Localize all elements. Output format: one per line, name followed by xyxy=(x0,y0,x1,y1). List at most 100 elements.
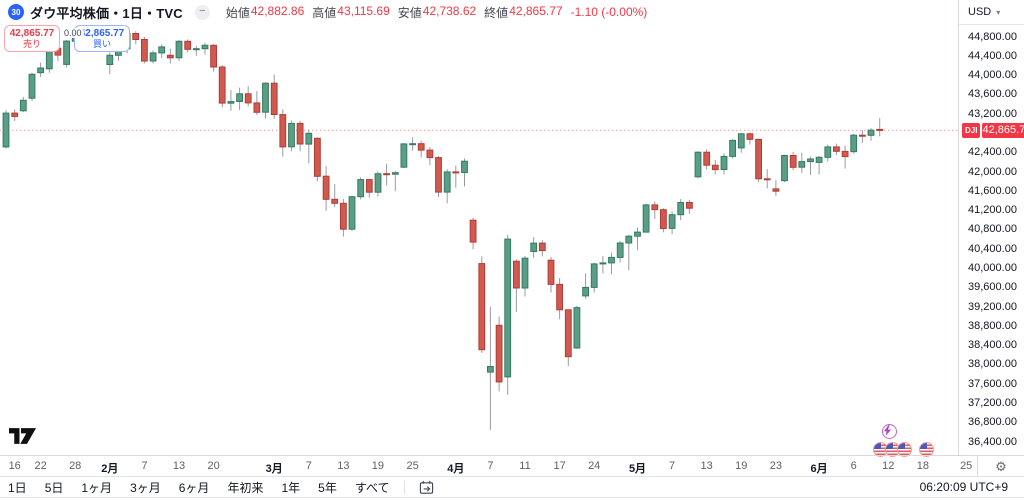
candle[interactable] xyxy=(876,118,884,137)
candle[interactable] xyxy=(314,137,321,182)
candle[interactable] xyxy=(772,180,780,197)
candle[interactable] xyxy=(720,153,728,175)
candle[interactable] xyxy=(305,129,313,164)
candle[interactable] xyxy=(374,171,382,197)
candle[interactable] xyxy=(859,130,866,144)
candle[interactable] xyxy=(296,120,304,152)
candle[interactable] xyxy=(755,138,763,183)
candle[interactable] xyxy=(2,110,10,149)
candle[interactable] xyxy=(850,133,858,154)
candle[interactable] xyxy=(504,234,512,395)
candle[interactable] xyxy=(867,128,875,141)
candle[interactable] xyxy=(469,217,477,250)
candle[interactable] xyxy=(417,140,425,158)
candle[interactable] xyxy=(815,156,823,175)
us-flag-icon[interactable] xyxy=(897,442,912,457)
us-flag-icon[interactable] xyxy=(919,442,934,457)
candle[interactable] xyxy=(660,208,667,233)
range-button-6ヶ月[interactable]: 6ヶ月 xyxy=(178,480,210,495)
candle[interactable] xyxy=(227,90,235,111)
candle[interactable] xyxy=(331,184,339,208)
candle[interactable] xyxy=(582,273,590,299)
currency-dropdown[interactable]: USD ▾ xyxy=(959,0,1024,25)
candle[interactable] xyxy=(426,146,434,166)
candle[interactable] xyxy=(192,45,200,56)
candle[interactable] xyxy=(383,163,391,186)
candle[interactable] xyxy=(781,154,788,183)
candle[interactable] xyxy=(478,256,486,353)
candle[interactable] xyxy=(452,165,460,188)
candle[interactable] xyxy=(218,65,226,108)
candle[interactable] xyxy=(625,234,633,271)
range-button-5日[interactable]: 5日 xyxy=(44,480,64,495)
candle[interactable] xyxy=(166,48,174,64)
candle[interactable] xyxy=(841,145,849,169)
candle[interactable] xyxy=(711,159,719,175)
price-axis[interactable]: USD ▾ 44,800.00 44,400.00 44,000.00 43,600.… xyxy=(958,0,1024,455)
candle[interactable] xyxy=(175,39,183,62)
candle[interactable] xyxy=(270,74,278,119)
range-button-1日[interactable]: 1日 xyxy=(8,480,27,495)
candle[interactable] xyxy=(141,37,148,64)
candle[interactable] xyxy=(11,109,19,121)
time-axis[interactable]: 16 22 28 2月 7 13 20 3月 7 13 19 25 4月 7 11 17 24 5月 7 13 19 23… xyxy=(0,455,977,476)
candle[interactable] xyxy=(530,237,538,258)
candle[interactable] xyxy=(487,307,494,430)
candle[interactable] xyxy=(686,200,693,214)
candle[interactable] xyxy=(737,132,745,153)
candle[interactable] xyxy=(357,177,365,200)
candle[interactable] xyxy=(807,156,814,175)
range-button-1年[interactable]: 1年 xyxy=(281,480,301,495)
candle[interactable] xyxy=(279,109,287,157)
candle[interactable] xyxy=(564,309,572,367)
candle[interactable] xyxy=(703,149,711,170)
candle[interactable] xyxy=(435,156,442,198)
candle[interactable] xyxy=(322,166,330,211)
gear-icon[interactable]: ⚙ xyxy=(995,458,1007,474)
candle[interactable] xyxy=(262,82,269,119)
candle[interactable] xyxy=(590,262,598,293)
candle[interactable] xyxy=(288,120,295,152)
collapse-legend-button[interactable]: − xyxy=(194,4,210,20)
candle[interactable] xyxy=(789,151,797,171)
goto-date-button[interactable] xyxy=(419,480,434,495)
candle[interactable] xyxy=(340,199,347,237)
candle[interactable] xyxy=(608,252,615,275)
candle[interactable] xyxy=(210,44,217,72)
candle[interactable] xyxy=(513,259,520,312)
candle[interactable] xyxy=(677,199,685,221)
range-button-3ヶ月[interactable]: 3ヶ月 xyxy=(130,480,161,495)
candle[interactable] xyxy=(158,44,166,59)
candle[interactable] xyxy=(495,316,503,392)
candle[interactable] xyxy=(132,31,140,45)
candle[interactable] xyxy=(798,152,806,173)
candle[interactable] xyxy=(746,132,754,145)
candle[interactable] xyxy=(694,151,702,179)
candle[interactable] xyxy=(63,39,71,68)
candle[interactable] xyxy=(19,96,27,113)
candle[interactable] xyxy=(244,86,252,107)
candle[interactable] xyxy=(409,137,417,151)
candle[interactable] xyxy=(201,42,209,55)
candle[interactable] xyxy=(37,62,45,77)
candle[interactable] xyxy=(668,211,676,235)
candle[interactable] xyxy=(573,305,581,349)
candle[interactable] xyxy=(365,178,373,198)
candle[interactable] xyxy=(149,50,157,64)
symbol-title[interactable]: ダウ平均株価・1日・TVC xyxy=(30,5,183,21)
candle[interactable] xyxy=(642,203,650,233)
realtime-bolt-icon[interactable] xyxy=(882,424,897,439)
candle[interactable] xyxy=(400,143,408,169)
range-button-1ヶ月[interactable]: 1ヶ月 xyxy=(81,480,113,495)
candle[interactable] xyxy=(461,158,468,187)
range-button-すべて[interactable]: すべて xyxy=(354,480,390,495)
sell-button[interactable]: 42,865.77 売り xyxy=(4,25,60,52)
candle[interactable] xyxy=(651,201,659,219)
candle[interactable] xyxy=(443,169,451,204)
candle[interactable] xyxy=(634,227,641,251)
candle[interactable] xyxy=(556,278,564,320)
range-button-年初来[interactable]: 年初来 xyxy=(227,480,264,495)
candle[interactable] xyxy=(763,169,771,189)
us-flag-icon[interactable] xyxy=(885,442,900,457)
candle[interactable] xyxy=(616,240,624,263)
